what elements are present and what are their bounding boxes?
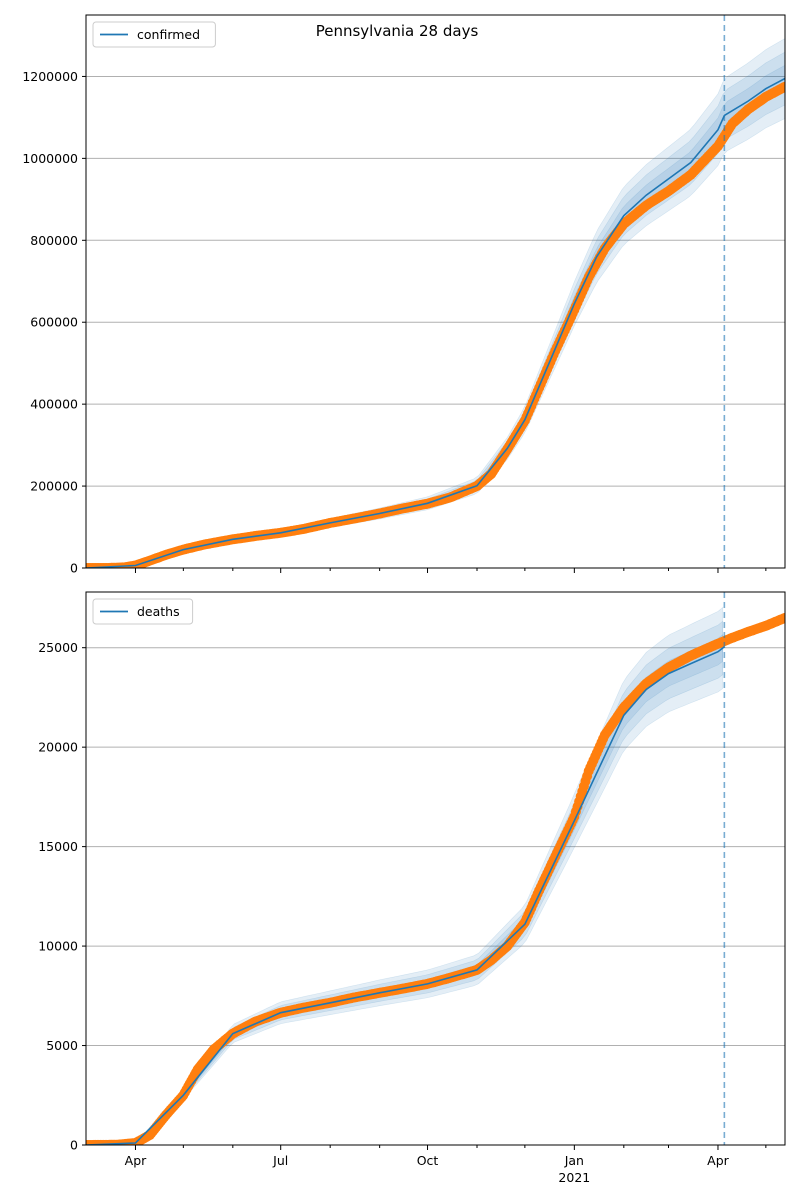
- confirmed-panel: 0 200000 400000 600000 800000 1000000 1200000 c…: [22, 14, 786, 576]
- uncertainty-band-1: [86, 38, 785, 568]
- y-tick-label: 1000000: [22, 151, 78, 166]
- y-tick-label: 20000: [38, 740, 78, 755]
- observed-point: [780, 81, 785, 92]
- legend: confirmed: [92, 21, 216, 48]
- projection-line: [723, 77, 785, 117]
- axes-frame: [85, 591, 786, 1146]
- plot-area: [86, 606, 785, 1145]
- y-tick-label: 5000: [46, 1038, 78, 1053]
- legend: deaths: [92, 598, 194, 625]
- observed-point: [780, 612, 785, 623]
- y-tick-label: 15000: [38, 839, 78, 854]
- x-tick-label: Apr: [125, 1153, 147, 1168]
- model-line: [86, 646, 725, 1145]
- model-line: [86, 115, 726, 568]
- y-tick-label: 10000: [38, 939, 78, 954]
- y-tick-label: 800000: [30, 233, 78, 248]
- plot-area: [86, 38, 785, 568]
- y-tick-label: 400000: [30, 397, 78, 412]
- axes-frame: [85, 14, 786, 569]
- uncertainty-band-2: [86, 51, 785, 568]
- legend-label: deaths: [137, 604, 180, 619]
- x-tick-label: Jan: [564, 1153, 584, 1168]
- figure-title: Pennsylvania 28 days: [316, 22, 479, 40]
- y-tick-label: 25000: [38, 640, 78, 655]
- y-tick-label: 1200000: [22, 69, 78, 84]
- deaths-panel: 0 5000 10000 15000 20000 25000 Apr Jul Oct Jan 202…: [38, 591, 786, 1185]
- y-tick-label: 600000: [30, 315, 78, 330]
- x-tick-label: Apr: [707, 1153, 729, 1168]
- y-tick-label: 200000: [30, 479, 78, 494]
- x-tick-label: Jul: [272, 1153, 288, 1168]
- y-tick-label: 0: [70, 561, 78, 576]
- legend-label: confirmed: [137, 27, 200, 42]
- x-tick-label: Oct: [417, 1153, 439, 1168]
- legend-box: [92, 598, 194, 625]
- y-tick-label: 0: [70, 1138, 78, 1153]
- legend-box: [92, 21, 216, 48]
- x-year-label: 2021: [558, 1170, 590, 1185]
